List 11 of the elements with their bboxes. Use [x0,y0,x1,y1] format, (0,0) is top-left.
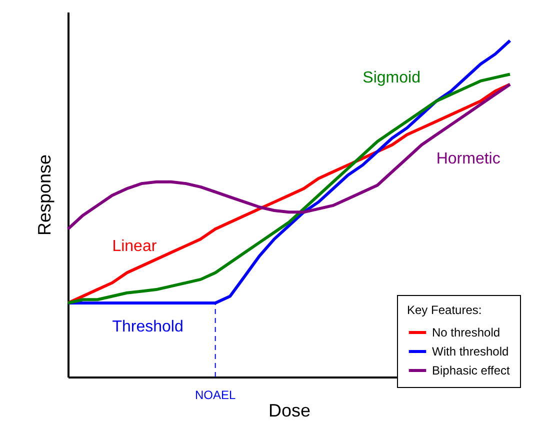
legend-label: No threshold [432,326,500,340]
annotation: Hormetic [436,150,500,168]
legend-label: With threshold [432,344,509,358]
y-axis-title: Response [34,154,54,236]
legend-title: Key Features: [407,303,482,317]
annotation: Linear [112,238,158,255]
x-axis-title: Dose [268,400,311,420]
annotation: Sigmoid [362,70,420,87]
legend-label: Biphasic effect [432,364,510,378]
annotation: Threshold [112,318,184,336]
text: NOAEL [194,388,236,402]
